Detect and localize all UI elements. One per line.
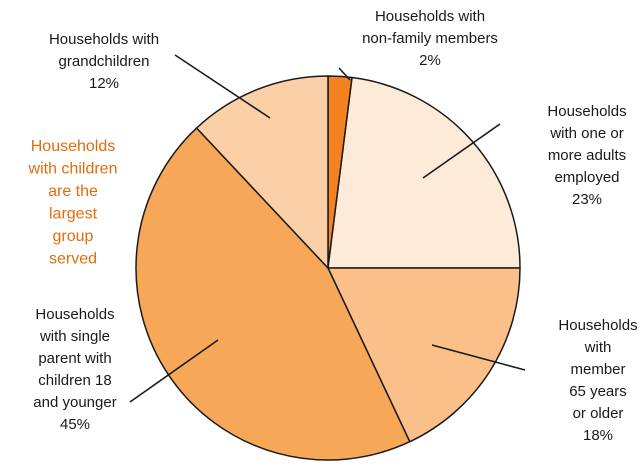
pie-slice-2	[327, 76, 521, 269]
leader-line-4	[129, 339, 219, 403]
slice-label-line: or older	[573, 405, 624, 422]
slice-label-line: with one or	[549, 125, 623, 142]
annotation-line: group	[53, 228, 94, 245]
slice-label-line: more adults	[548, 147, 626, 164]
slice-label-line: and younger	[33, 394, 116, 411]
pie-slice-5	[195, 75, 329, 269]
slice-label-line: employed	[554, 169, 619, 186]
leader-line-1	[338, 67, 351, 81]
annotation-line: with children	[28, 161, 118, 178]
annotation-line: Households	[31, 138, 116, 155]
slice-label-5: Households with grandchildren 12%	[49, 31, 159, 92]
leader-lines	[129, 54, 526, 403]
slice-label-2: Households with one or more adults employed…	[547, 103, 626, 208]
slice-label-line: Households	[35, 306, 114, 323]
pie-slice-4	[135, 127, 411, 461]
slice-label-line: parent with	[38, 350, 111, 367]
slice-label-line: 65 years	[569, 383, 627, 400]
slice-label-line: Households with	[375, 8, 485, 25]
slice-label-line: 45%	[60, 416, 90, 433]
slice-label-line: Households	[547, 103, 626, 120]
slice-label-line: member	[570, 361, 625, 378]
slice-label-line: with single	[39, 328, 110, 345]
leader-line-5	[174, 54, 271, 119]
annotation-line: are the	[48, 183, 98, 200]
slice-label-line: 12%	[89, 75, 119, 92]
leader-line-3	[431, 344, 526, 371]
pie-slices	[135, 75, 521, 461]
slice-label-line: with	[584, 339, 612, 356]
slice-label-4: Households with single parent with children…	[33, 306, 116, 433]
chart-annotation: Households with children are the largest gro…	[28, 138, 118, 268]
annotation-line: largest	[49, 206, 98, 223]
annotation-text: Households with children are the largest gro…	[28, 138, 118, 268]
slice-label-line: 23%	[572, 191, 602, 208]
slice-label-1: Households with non-family members 2%	[362, 8, 498, 69]
slice-label-line: grandchildren	[59, 53, 150, 70]
slice-label-line: Households with	[49, 31, 159, 48]
leader-line-2	[422, 123, 501, 179]
slice-label-3: Households with member 65 years or older 18%	[558, 317, 637, 444]
slice-label-line: non-family members	[362, 30, 498, 47]
slice-label-line: children 18	[38, 372, 111, 389]
slice-label-line: 2%	[419, 52, 441, 69]
slice-label-line: 18%	[583, 427, 613, 444]
slice-labels: Households with non-family members 2%House…	[33, 8, 637, 444]
pie-slice-3	[327, 267, 521, 443]
slice-label-line: Households	[558, 317, 637, 334]
annotation-line: served	[49, 251, 97, 268]
